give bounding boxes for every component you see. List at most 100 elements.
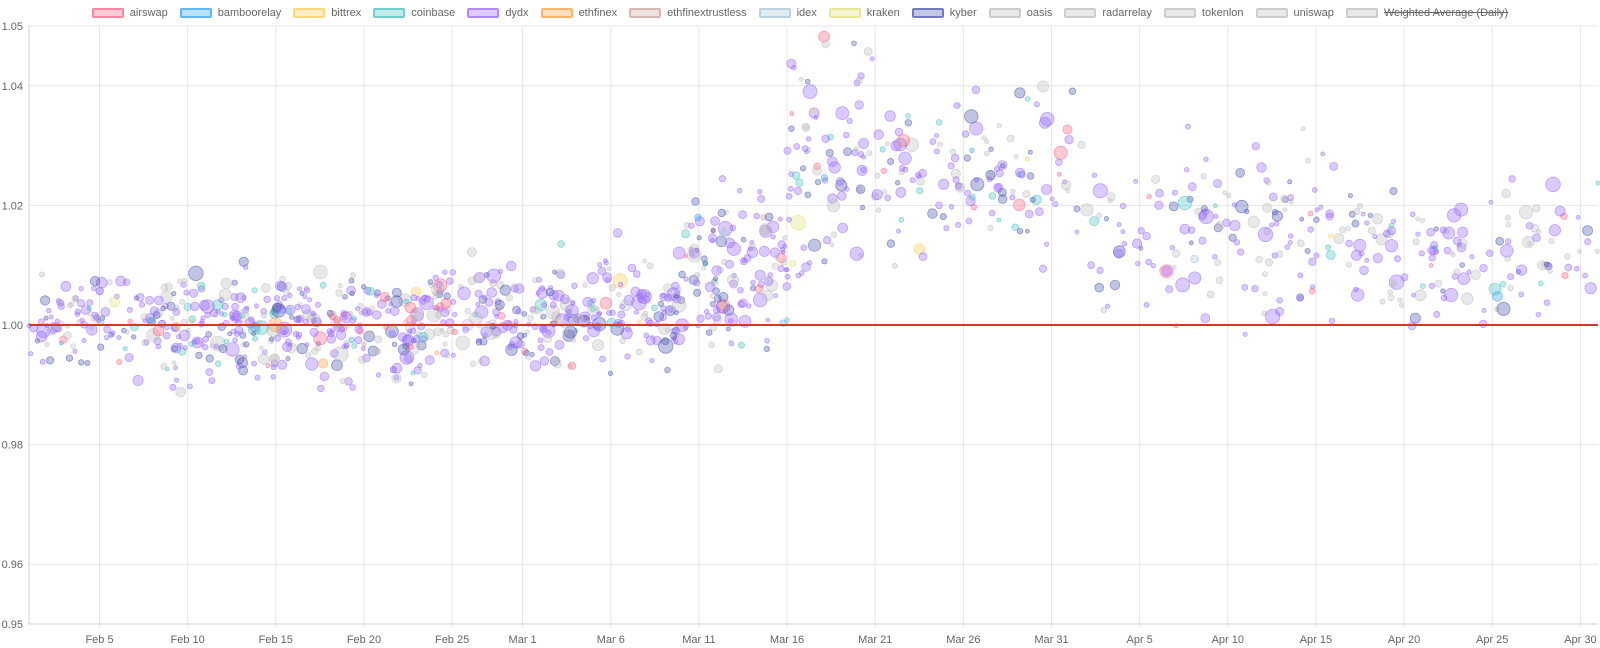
data-point-kyber[interactable] [234,354,245,365]
data-point-dydx[interactable] [450,352,456,358]
data-point-dydx[interactable] [281,341,293,352]
data-point-tokenlon[interactable] [1415,216,1421,222]
data-point-dydx[interactable] [360,345,366,351]
data-point-dydx[interactable] [421,294,428,301]
data-point-kyber[interactable] [475,338,483,346]
data-point-oasis[interactable] [1504,214,1511,221]
data-point-dydx[interactable] [1015,167,1026,178]
data-point-dydx[interactable] [281,295,288,302]
data-point-uniswap[interactable] [798,76,804,82]
data-point-dydx[interactable] [1297,272,1304,279]
data-point-dydx[interactable] [694,247,700,253]
data-point-uniswap[interactable] [1206,290,1215,299]
data-point-dydx[interactable] [1469,254,1475,260]
data-point-dydx[interactable] [1433,310,1441,318]
data-point-oasis[interactable] [455,335,471,351]
data-point-dydx[interactable] [1584,238,1592,246]
data-point-kyber[interactable] [1244,208,1250,214]
data-point-bittrex[interactable] [612,273,628,289]
data-point-oasis[interactable] [66,302,73,309]
data-point-oasis[interactable] [268,353,280,365]
data-point-uniswap[interactable] [124,329,130,335]
data-point-dydx[interactable] [1325,209,1335,219]
data-point-dydx[interactable] [253,303,259,309]
data-point-dydx[interactable] [835,106,850,120]
data-point-dydx[interactable] [1121,241,1128,247]
data-point-coinbase[interactable] [996,217,1002,223]
data-point-dydx[interactable] [785,193,793,200]
data-point-dydx[interactable] [1132,238,1143,249]
data-point-dydx[interactable] [1064,135,1074,145]
data-point-uniswap[interactable] [1448,250,1454,256]
data-point-dydx[interactable] [479,355,490,367]
data-point-dydx[interactable] [225,342,240,357]
data-point-oasis[interactable] [950,168,961,179]
data-point-dydx[interactable] [605,309,613,316]
data-point-airswap[interactable] [789,111,795,117]
data-point-dydx[interactable] [1276,297,1283,304]
data-point-dydx[interactable] [1325,212,1334,221]
data-point-dydx[interactable] [793,186,803,196]
data-point-dydx[interactable] [801,262,811,272]
data-point-coinbase[interactable] [351,343,358,349]
data-point-kyber[interactable] [678,270,686,279]
data-point-dydx[interactable] [1241,283,1249,291]
data-point-tokenlon[interactable] [442,341,448,347]
data-point-dydx[interactable] [649,358,655,364]
data-point-dydx[interactable] [169,383,177,391]
data-point-dydx[interactable] [281,329,288,335]
data-point-kyber[interactable] [710,227,716,233]
data-point-dydx[interactable] [1287,194,1295,201]
data-point-dydx[interactable] [1318,204,1324,210]
data-point-dydx[interactable] [1116,221,1122,227]
data-point-dydx[interactable] [837,222,848,234]
data-point-dydx[interactable] [103,325,111,334]
data-point-dydx[interactable] [1187,226,1196,234]
data-point-kyber[interactable] [237,365,248,376]
data-point-dydx[interactable] [672,246,686,260]
data-point-tokenlon[interactable] [721,258,728,266]
data-point-dydx[interactable] [163,331,171,340]
data-point-dydx[interactable] [100,306,111,317]
data-point-dydx[interactable] [1545,176,1561,193]
data-point-kyber[interactable] [1271,210,1284,222]
data-point-kyber[interactable] [825,148,834,157]
data-point-coinbase[interactable] [905,113,911,119]
data-point-radarrelay[interactable] [1222,190,1228,196]
data-point-oasis[interactable] [1037,80,1050,93]
data-point-kyber[interactable] [717,208,726,218]
data-point-dydx[interactable] [1229,220,1241,232]
data-point-kyber[interactable] [1299,216,1305,222]
data-point-radarrelay[interactable] [1397,297,1403,303]
data-point-dydx[interactable] [1113,248,1124,259]
data-point-dydx[interactable] [138,301,145,308]
data-point-oasis[interactable] [1265,179,1272,186]
data-point-bittrex[interactable] [1024,156,1030,162]
data-point-dydx[interactable] [254,374,261,381]
data-point-oasis[interactable] [1457,238,1468,249]
data-point-dydx[interactable] [506,260,517,272]
data-point-radarrelay[interactable] [1247,215,1261,229]
data-point-dydx[interactable] [632,270,641,278]
data-point-bittrex[interactable] [1328,233,1334,239]
data-point-radarrelay[interactable] [1280,194,1289,204]
data-point-dydx[interactable] [1575,214,1581,220]
data-point-bittrex[interactable] [637,319,642,325]
data-point-oasis[interactable] [335,289,343,297]
data-point-dydx[interactable] [213,343,220,350]
data-point-oasis[interactable] [996,122,1002,129]
data-point-coinbase[interactable] [988,192,997,200]
data-point-coinbase[interactable] [122,346,128,352]
data-point-kyber[interactable] [843,147,852,157]
data-point-dydx[interactable] [39,358,46,365]
data-point-dydx[interactable] [295,331,303,338]
data-point-dydx[interactable] [1242,331,1248,337]
data-point-oasis[interactable] [1107,198,1113,204]
data-point-dydx[interactable] [597,262,603,268]
data-point-dydx[interactable] [1311,186,1318,193]
data-point-dydx[interactable] [1382,229,1391,238]
data-point-radarrelay[interactable] [171,360,177,366]
data-point-dydx[interactable] [948,204,955,210]
data-point-dydx[interactable] [1439,226,1447,234]
data-point-dydx[interactable] [1169,244,1176,251]
